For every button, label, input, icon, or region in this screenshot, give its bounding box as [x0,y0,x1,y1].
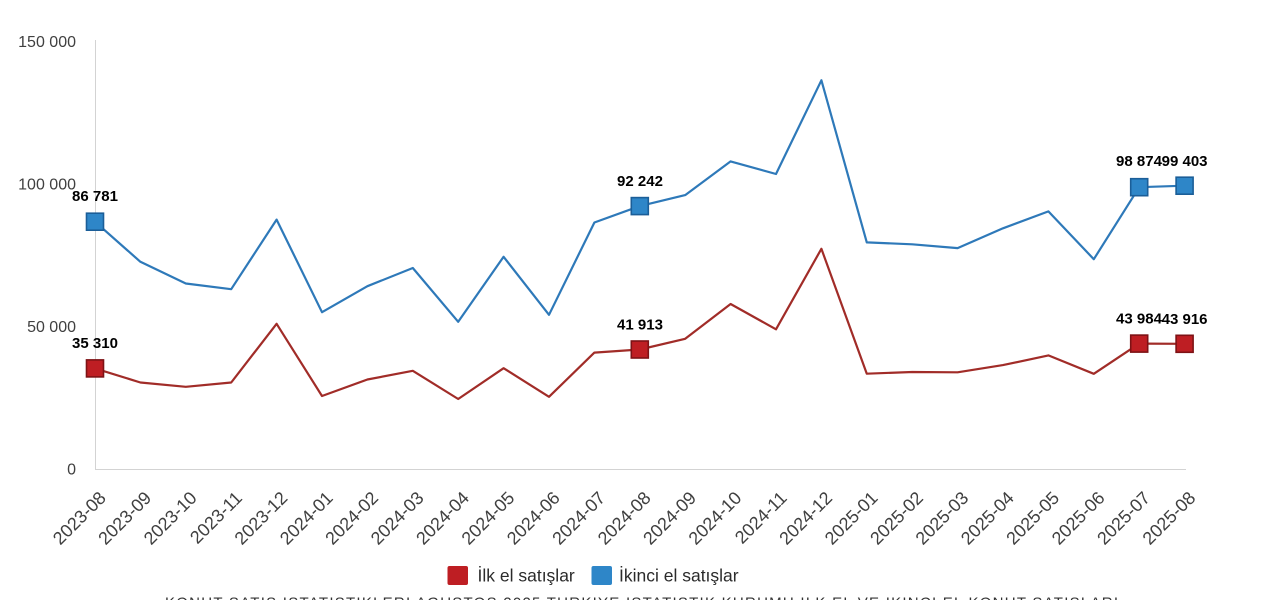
svg-text:İkinci el satışlar: İkinci el satışlar [619,566,739,586]
svg-text:43 984: 43 984 [1116,311,1163,328]
svg-text:0: 0 [67,461,76,478]
svg-text:100 000: 100 000 [18,176,76,193]
svg-text:99 403: 99 403 [1162,153,1208,170]
svg-text:50 000: 50 000 [27,319,76,336]
svg-text:KONUT SATIS ISTATISTIKLERI AGU: KONUT SATIS ISTATISTIKLERI AGUSTOS 2025 … [165,595,1119,600]
svg-text:92 242: 92 242 [617,173,663,190]
svg-text:İlk el satışlar: İlk el satışlar [478,566,575,586]
svg-text:86 781: 86 781 [72,188,118,205]
svg-text:150 000: 150 000 [18,34,76,51]
svg-text:41 913: 41 913 [617,317,663,334]
svg-text:98 874: 98 874 [1116,153,1163,170]
svg-text:35 310: 35 310 [72,335,118,352]
svg-text:43 916: 43 916 [1162,311,1208,328]
